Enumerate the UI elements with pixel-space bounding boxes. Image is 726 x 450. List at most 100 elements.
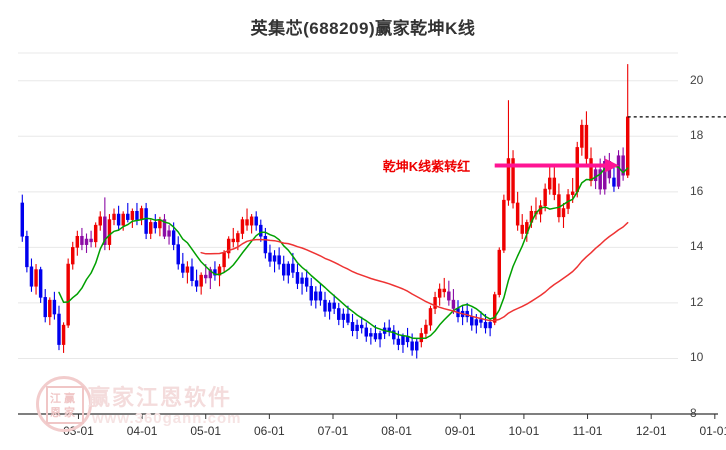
seal-logo-icon: 江 赢 恩 家 — [36, 376, 92, 432]
candlestick — [240, 216, 245, 240]
candlestick — [213, 261, 217, 281]
candlestick — [249, 214, 254, 234]
candlestick — [502, 194, 506, 253]
candlestick — [603, 155, 607, 195]
y-axis-tick-20: 20 — [690, 72, 704, 87]
y-axis-tick-16: 16 — [690, 183, 704, 198]
candlestick — [318, 283, 323, 306]
candlestick — [48, 297, 52, 326]
candlestick — [428, 305, 433, 331]
candlestick — [29, 258, 34, 292]
candlestick — [506, 100, 511, 206]
candlestick — [327, 300, 332, 320]
annotation-layer — [494, 116, 726, 173]
candlestick — [107, 214, 112, 251]
candlestick — [259, 219, 263, 242]
candlestick — [300, 272, 304, 295]
candlestick — [387, 319, 391, 337]
candlestick — [66, 258, 70, 328]
candlestick — [561, 202, 566, 228]
candlestick — [616, 150, 621, 190]
candlestick — [277, 247, 281, 270]
candlestick — [332, 294, 336, 315]
candlestick — [460, 305, 465, 326]
candlestick — [135, 202, 139, 226]
x-axis-tick-04-01: 04-01 — [126, 424, 158, 438]
watermark-url: www.360gann.com — [92, 410, 242, 427]
y-axis-tick-8: 8 — [690, 406, 697, 420]
candlestick — [144, 202, 148, 240]
candlestick — [515, 191, 520, 231]
candlestick — [552, 164, 557, 201]
candlestick — [84, 233, 89, 253]
candlestick — [584, 111, 589, 165]
candlestick — [286, 261, 291, 284]
x-axis-tick-01-01: 01-01 — [699, 424, 726, 438]
candlestick — [89, 230, 93, 248]
candlestick — [61, 322, 66, 353]
candlestick — [437, 283, 442, 306]
candlestick — [268, 244, 272, 267]
candlestick — [447, 280, 451, 306]
x-axis-tick-05-01: 05-01 — [190, 424, 222, 438]
candlestick — [497, 247, 502, 298]
candlestick — [148, 219, 153, 240]
candlestick — [369, 327, 373, 345]
candlestick — [139, 205, 144, 226]
candlestick — [199, 272, 203, 295]
x-axis-tick-10-01: 10-01 — [508, 424, 540, 438]
candlestick — [309, 277, 313, 306]
candlestick — [20, 194, 25, 242]
candlestick — [71, 241, 75, 270]
candlestick — [130, 208, 135, 228]
y-axis-tick-18: 18 — [690, 128, 704, 143]
candlestick — [194, 269, 199, 292]
candlestick — [57, 305, 61, 351]
candlestick — [190, 258, 194, 287]
candlestick — [557, 183, 561, 223]
x-axis-tick-06-01: 06-01 — [254, 424, 285, 438]
page-title: 英集芯(688209)赢家乾坤K线 — [250, 19, 476, 38]
candlestick — [612, 166, 616, 192]
candlestick — [548, 166, 552, 195]
candlestick — [359, 316, 364, 334]
candlestick — [38, 266, 43, 303]
candlestick — [176, 236, 180, 270]
candlestick — [167, 225, 171, 245]
candlestick — [304, 269, 309, 292]
y-axis-tick-10: 10 — [690, 350, 704, 365]
x-axis-tick-09-01: 09-01 — [444, 424, 476, 438]
candlestick — [392, 325, 396, 345]
candlestick — [126, 202, 130, 223]
candlestick — [162, 214, 167, 240]
x-axis-tick-07-01: 07-01 — [317, 424, 349, 438]
candlestick — [43, 289, 47, 323]
candlestick — [272, 250, 277, 273]
candlestick — [580, 119, 584, 156]
candlestick — [405, 327, 410, 348]
candlestick — [80, 227, 84, 251]
candlestick — [520, 214, 524, 240]
candlestick — [346, 305, 350, 326]
candlestick — [112, 208, 116, 226]
candlestick — [93, 222, 98, 248]
candlestick — [181, 252, 185, 278]
candlestick — [355, 319, 359, 340]
x-axis-tick-11-01: 11-01 — [572, 424, 603, 438]
candlestick — [25, 230, 29, 273]
x-axis-tick-12-01: 12-01 — [635, 424, 667, 438]
candlestick — [52, 291, 57, 320]
candlestick — [479, 311, 483, 328]
y-axis-tick-12: 12 — [690, 294, 704, 309]
candlestick — [488, 319, 492, 337]
watermark-brand: 赢家江恩软件 — [88, 385, 233, 410]
candlestick — [314, 286, 318, 309]
candlestick — [470, 308, 474, 331]
candlestick — [433, 291, 437, 315]
candlestick — [337, 302, 341, 326]
candlestick — [222, 250, 226, 273]
candlestick — [415, 339, 419, 359]
candlestick — [511, 150, 515, 209]
candlestick — [378, 330, 382, 348]
